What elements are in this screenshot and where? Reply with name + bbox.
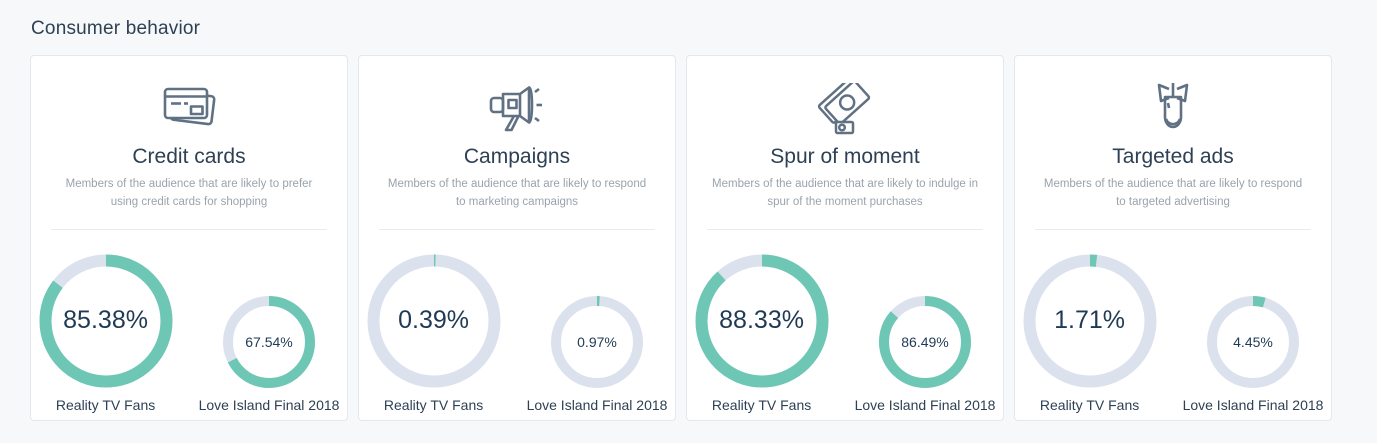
divider: [51, 228, 327, 230]
donut-label: Reality TV Fans: [55, 396, 156, 413]
donut-label: Reality TV Fans: [383, 396, 484, 413]
donut-value: 86.49%: [901, 333, 949, 350]
consumer-behavior-section: Consumer behavior Credit cards Members o…: [30, 18, 1347, 421]
megaphone-icon: [359, 79, 675, 139]
donut-value: 1.71%: [1054, 306, 1125, 335]
donut-value: 67.54%: [245, 333, 293, 350]
donut-value: 88.33%: [719, 306, 804, 335]
card-description: Members of the audience that are likely …: [712, 178, 978, 209]
card-description: Members of the audience that are likely …: [65, 178, 313, 209]
credit-card-icon: [31, 79, 347, 139]
donut-label: Love Island Final 2018: [526, 396, 668, 413]
donut-label: Love Island Final 2018: [198, 396, 340, 413]
money-in-hand-icon: [687, 79, 1003, 139]
divider: [707, 228, 983, 230]
card-targeted-ads: Targeted ads Members of the audience tha…: [1014, 55, 1332, 421]
cards-row: Credit cards Members of the audience tha…: [30, 55, 1347, 421]
card-credit-cards: Credit cards Members of the audience tha…: [30, 55, 348, 421]
divider: [379, 228, 655, 230]
donut-label: Reality TV Fans: [711, 396, 812, 413]
card-description: Members of the audience that are likely …: [387, 178, 647, 209]
donut-label: Love Island Final 2018: [854, 396, 996, 413]
donut-chart-love-island-final-2018: 4.45%: [1207, 295, 1299, 388]
donut-chart-love-island-final-2018: 67.54%: [223, 295, 315, 388]
donut-row: 85.38% Reality TV Fans 67.54% Love Islan…: [31, 254, 347, 413]
donut-group-love-island-final-2018: 0.97% Love Island Final 2018: [526, 295, 668, 413]
donut-value: 0.97%: [577, 333, 617, 350]
donut-chart-reality-tv-fans: 0.39%: [367, 254, 501, 388]
donut-value: 0.39%: [398, 306, 469, 335]
card-title: Credit cards: [132, 145, 246, 168]
card-title: Campaigns: [463, 145, 571, 168]
card-description: Members of the audience that are likely …: [1043, 178, 1303, 209]
donut-group-love-island-final-2018: 86.49% Love Island Final 2018: [854, 295, 996, 413]
card-title: Spur of moment: [770, 145, 920, 168]
donut-group-reality-tv-fans: 88.33% Reality TV Fans: [695, 254, 829, 413]
donut-value: 85.38%: [63, 306, 148, 335]
donut-group-love-island-final-2018: 4.45% Love Island Final 2018: [1182, 295, 1324, 413]
donut-group-reality-tv-fans: 0.39% Reality TV Fans: [367, 254, 501, 413]
donut-row: 0.39% Reality TV Fans 0.97% Love Island …: [359, 254, 675, 413]
donut-group-reality-tv-fans: 1.71% Reality TV Fans: [1023, 254, 1157, 413]
card-spur-of-moment: Spur of moment Members of the audience t…: [686, 55, 1004, 421]
card-campaigns: Campaigns Members of the audience that a…: [358, 55, 676, 421]
section-title: Consumer behavior: [31, 18, 201, 39]
donut-value: 4.45%: [1233, 333, 1273, 350]
donut-chart-love-island-final-2018: 86.49%: [879, 295, 971, 388]
bomb-icon: [1015, 79, 1331, 139]
donut-row: 88.33% Reality TV Fans 86.49% Love Islan…: [687, 254, 1003, 413]
card-title: Targeted ads: [1112, 145, 1234, 168]
donut-group-reality-tv-fans: 85.38% Reality TV Fans: [39, 254, 173, 413]
donut-chart-reality-tv-fans: 88.33%: [695, 254, 829, 388]
donut-label: Reality TV Fans: [1039, 396, 1140, 413]
donut-label: Love Island Final 2018: [1182, 396, 1324, 413]
donut-chart-reality-tv-fans: 1.71%: [1023, 254, 1157, 388]
donut-chart-reality-tv-fans: 85.38%: [39, 254, 173, 388]
donut-row: 1.71% Reality TV Fans 4.45% Love Island …: [1015, 254, 1331, 413]
divider: [1035, 228, 1311, 230]
donut-group-love-island-final-2018: 67.54% Love Island Final 2018: [198, 295, 340, 413]
donut-chart-love-island-final-2018: 0.97%: [551, 295, 643, 388]
